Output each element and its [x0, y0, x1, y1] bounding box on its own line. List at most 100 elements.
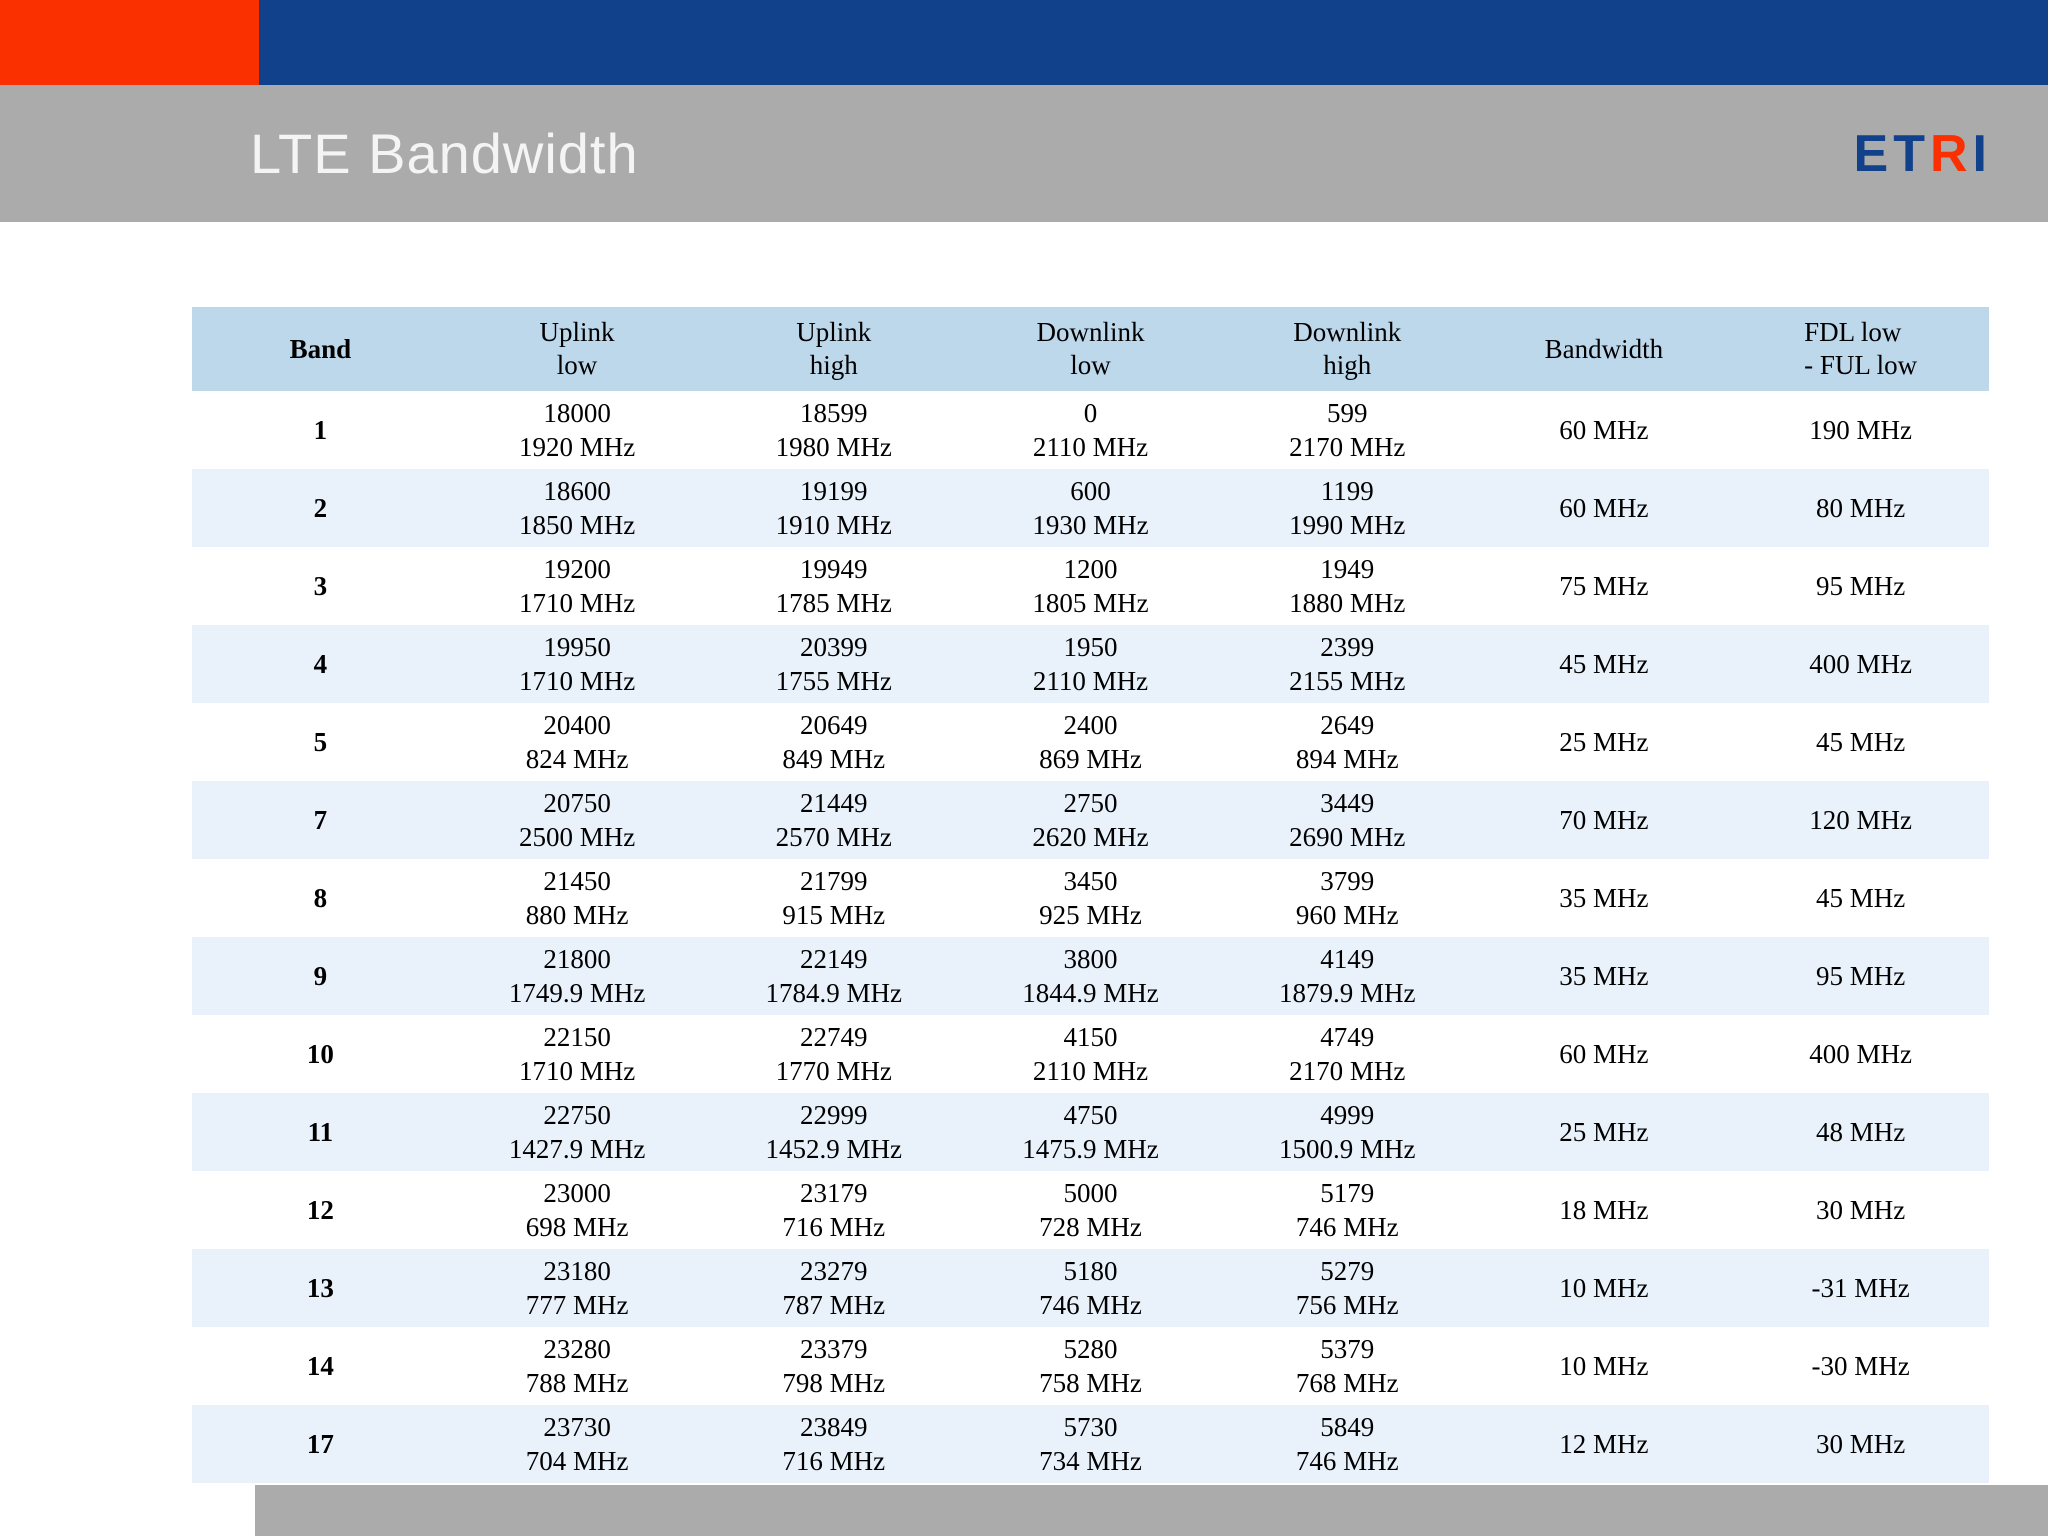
table-cell: 22749 1770 MHz: [775, 1022, 892, 1086]
table-cell: 2649 894 MHz: [1295, 710, 1399, 774]
lte-bandwidth-table: Band Uplink low Uplink high Downlink low Downli…: [192, 307, 1989, 1483]
column-header-downlink-low: Downlink low: [1036, 317, 1145, 380]
table-cell: 5180 746 MHz: [1039, 1256, 1142, 1320]
band-cell: 1: [313, 415, 328, 445]
table-cell: 23179 716 MHz: [782, 1178, 886, 1242]
column-header-uplink-low: Uplink low: [539, 317, 615, 380]
table-cell: 4750 1475.9 MHz: [1022, 1100, 1159, 1164]
footer-bar: [255, 1485, 2048, 1536]
column-header-downlink-high: Downlink high: [1293, 317, 1402, 380]
band-cell: 14: [306, 1351, 334, 1381]
band-cell: 12: [306, 1195, 334, 1225]
etri-logo: ETRI: [1854, 128, 1992, 180]
orange-accent-block: [0, 0, 259, 85]
table-cell: 21799 915 MHz: [782, 866, 886, 930]
table-cell: 22150 1710 MHz: [518, 1022, 636, 1086]
table-cell: 10 MHz: [1559, 1273, 1649, 1303]
table-header-row: Band Uplink low Uplink high Downlink low Downli…: [192, 307, 1989, 391]
column-header-fdl-low-ful-low: FDL low - FUL low: [1804, 317, 1918, 380]
table-cell: 5279 756 MHz: [1295, 1256, 1399, 1320]
table-row-band-2: 2 18600 1850 MHz 19199 1910 MHz 600 1930 MHz 11…: [192, 469, 1989, 547]
table-row-band-4: 4 19950 1710 MHz 20399 1755 MHz 1950 2110 MHz 2…: [192, 625, 1989, 703]
table-cell: -31 MHz: [1811, 1273, 1910, 1303]
table-cell: 25 MHz: [1559, 727, 1649, 757]
table-cell: 5379 768 MHz: [1295, 1334, 1399, 1398]
table-cell: 20400 824 MHz: [525, 710, 629, 774]
table-cell: 5849 746 MHz: [1295, 1412, 1399, 1476]
table-cell: 190 MHz: [1809, 415, 1913, 445]
band-cell: 7: [313, 805, 328, 835]
table-cell: 4149 1879.9 MHz: [1278, 944, 1416, 1008]
table-cell: 48 MHz: [1816, 1117, 1906, 1147]
table-cell: 400 MHz: [1809, 1039, 1913, 1069]
table-cell: 23730 704 MHz: [525, 1412, 629, 1476]
table-cell: 18599 1980 MHz: [775, 398, 892, 462]
table-cell: 20399 1755 MHz: [775, 632, 892, 696]
table-row-band-1: 1 18000 1920 MHz 18599 1980 MHz 0 2110 MHz 599 2…: [192, 391, 1989, 469]
band-cell: 4: [313, 649, 328, 679]
table-cell: 22750 1427.9 MHz: [508, 1100, 646, 1164]
table-cell: 1199 1990 MHz: [1289, 476, 1406, 540]
table-cell: 4150 2110 MHz: [1032, 1022, 1149, 1086]
column-header-uplink-high: Uplink high: [796, 317, 872, 380]
table-cell: 23280 788 MHz: [525, 1334, 629, 1398]
table-cell: 18 MHz: [1559, 1195, 1649, 1225]
table-cell: 3799 960 MHz: [1295, 866, 1399, 930]
table-row-band-17: 17 23730 704 MHz 23849 716 MHz 5730 734 MHz 584…: [192, 1405, 1989, 1483]
table-cell: 18000 1920 MHz: [518, 398, 636, 462]
table-cell: 35 MHz: [1559, 961, 1649, 991]
logo-segment-i: I: [1972, 124, 1992, 183]
table-cell: 1949 1880 MHz: [1289, 554, 1406, 618]
band-cell: 11: [307, 1117, 334, 1147]
table-cell: 30 MHz: [1816, 1429, 1906, 1459]
table-cell: 10 MHz: [1559, 1351, 1649, 1381]
table-cell: 600 1930 MHz: [1032, 476, 1149, 540]
band-cell: 9: [313, 961, 328, 991]
table-cell: 60 MHz: [1559, 1039, 1649, 1069]
table-cell: 4999 1500.9 MHz: [1278, 1100, 1416, 1164]
table-cell: 21449 2570 MHz: [775, 788, 892, 852]
table-cell: -30 MHz: [1811, 1351, 1910, 1381]
table-cell: 75 MHz: [1559, 571, 1649, 601]
table-body: 1 18000 1920 MHz 18599 1980 MHz 0 2110 MHz 599 2…: [192, 391, 1989, 1483]
table-cell: 19950 1710 MHz: [518, 632, 636, 696]
table-cell: 95 MHz: [1816, 961, 1906, 991]
table-cell: 30 MHz: [1816, 1195, 1906, 1225]
logo-segment-r: R: [1929, 124, 1973, 183]
table-row-band-3: 3 19200 1710 MHz 19949 1785 MHz 1200 1805 MHz 1…: [192, 547, 1989, 625]
table-cell: 23849 716 MHz: [782, 1412, 886, 1476]
table-cell: 5000 728 MHz: [1039, 1178, 1142, 1242]
table-row-band-12: 12 23000 698 MHz 23179 716 MHz 5000 728 MHz 517…: [192, 1171, 1989, 1249]
column-header-band: Band: [289, 333, 352, 364]
band-cell: 2: [313, 493, 328, 523]
table-cell: 599 2170 MHz: [1289, 398, 1406, 462]
table-cell: 3449 2690 MHz: [1289, 788, 1406, 852]
band-cell: 17: [306, 1429, 334, 1459]
table-cell: 45 MHz: [1559, 649, 1649, 679]
table-row-band-11: 11 22750 1427.9 MHz 22999 1452.9 MHz 4750 1475…: [192, 1093, 1989, 1171]
table-cell: 5730 734 MHz: [1039, 1412, 1142, 1476]
table-cell: 3800 1844.9 MHz: [1022, 944, 1159, 1008]
column-header-bandwidth: Bandwidth: [1544, 333, 1664, 364]
table-cell: 19199 1910 MHz: [775, 476, 892, 540]
table-cell: 45 MHz: [1816, 883, 1906, 913]
table-cell: 60 MHz: [1559, 493, 1649, 523]
table-cell: 70 MHz: [1559, 805, 1649, 835]
table-cell: 23279 787 MHz: [782, 1256, 886, 1320]
table-cell: 0 2110 MHz: [1032, 398, 1149, 462]
table-cell: 22999 1452.9 MHz: [765, 1100, 903, 1164]
table-cell: 400 MHz: [1809, 649, 1913, 679]
table-cell: 80 MHz: [1816, 493, 1906, 523]
table-cell: 25 MHz: [1559, 1117, 1649, 1147]
table-cell: 1200 1805 MHz: [1032, 554, 1149, 618]
table-cell: 23180 777 MHz: [525, 1256, 629, 1320]
top-accent-bar: [0, 0, 2048, 85]
table-row-band-7: 7 20750 2500 MHz 21449 2570 MHz 2750 2620 MHz 3…: [192, 781, 1989, 859]
table-cell: 20649 849 MHz: [782, 710, 886, 774]
table-row-band-8: 8 21450 880 MHz 21799 915 MHz 3450 925 MHz 3799…: [192, 859, 1989, 937]
band-cell: 13: [306, 1273, 334, 1303]
table-cell: 2400 869 MHz: [1039, 710, 1142, 774]
table-cell: 35 MHz: [1559, 883, 1649, 913]
table-cell: 12 MHz: [1559, 1429, 1649, 1459]
table-cell: 2399 2155 MHz: [1289, 632, 1406, 696]
